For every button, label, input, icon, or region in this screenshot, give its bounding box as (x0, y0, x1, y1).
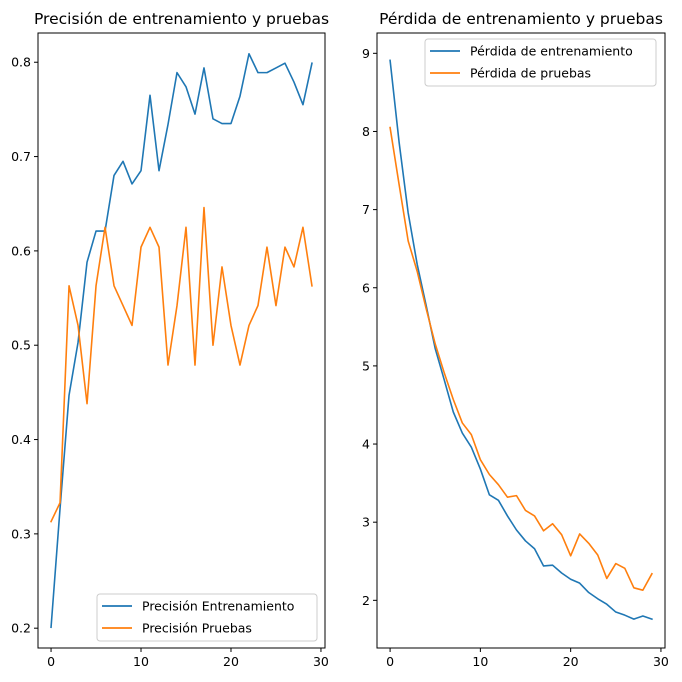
loss-legend-label-training: Pérdida de entrenamiento (470, 44, 633, 59)
accuracy-legend-label-test: Precisión Pruebas (142, 621, 252, 636)
loss-ytick-label: 6 (362, 280, 370, 295)
accuracy-ytick-label: 0.8 (11, 55, 31, 70)
loss-ytick-label: 2 (362, 593, 370, 608)
loss-ytick-label: 3 (362, 515, 370, 530)
loss-chart-title: Pérdida de entrenamiento y pruebas (379, 10, 663, 28)
accuracy-legend: Precisión Entrenamiento Precisión Prueba… (96, 593, 318, 642)
loss-series-line-training (389, 59, 653, 621)
accuracy-ytick-label: 0.4 (11, 432, 31, 447)
loss-ytick-label: 8 (362, 124, 370, 139)
accuracy-ytick-label: 0.3 (11, 526, 31, 541)
loss-ytick-label: 9 (362, 46, 370, 61)
accuracy-ytick-label: 0.6 (11, 243, 31, 258)
accuracy-xtick-label: 30 (313, 654, 329, 669)
accuracy-ytick-label: 0.5 (11, 338, 31, 353)
loss-legend-box (424, 38, 657, 87)
loss-ytick-label: 7 (362, 202, 370, 217)
accuracy-chart: Precisión de entrenamiento y pruebas 0 10… (11, 10, 329, 669)
loss-xtick-label: 20 (563, 654, 579, 669)
loss-ytick-label: 4 (362, 437, 370, 452)
accuracy-chart-title: Precisión de entrenamiento y pruebas (34, 10, 329, 28)
accuracy-legend-box (96, 593, 318, 642)
loss-xtick-label: 0 (386, 654, 394, 669)
accuracy-ytick-label: 0.7 (11, 149, 31, 164)
loss-axes-frame (376, 32, 666, 649)
loss-chart: Pérdida de entrenamiento y pruebas 0 10 20… (362, 10, 669, 669)
loss-xtick-label: 30 (653, 654, 669, 669)
loss-ytick-label: 5 (362, 358, 370, 373)
accuracy-axes-frame (37, 32, 326, 649)
accuracy-xtick-label: 0 (47, 654, 55, 669)
loss-legend: Pérdida de entrenamiento Pérdida de prue… (424, 38, 657, 87)
loss-series-line-test (389, 126, 653, 591)
accuracy-series-line-training (50, 52, 313, 629)
accuracy-ytick-label: 0.2 (11, 621, 31, 636)
accuracy-series-line-test (49, 206, 313, 523)
loss-xtick-label: 10 (472, 654, 488, 669)
accuracy-legend-label-training: Precisión Entrenamiento (142, 599, 294, 614)
loss-legend-label-test: Pérdida de pruebas (470, 66, 591, 81)
accuracy-xtick-label: 20 (223, 654, 239, 669)
accuracy-xtick-label: 10 (133, 654, 149, 669)
